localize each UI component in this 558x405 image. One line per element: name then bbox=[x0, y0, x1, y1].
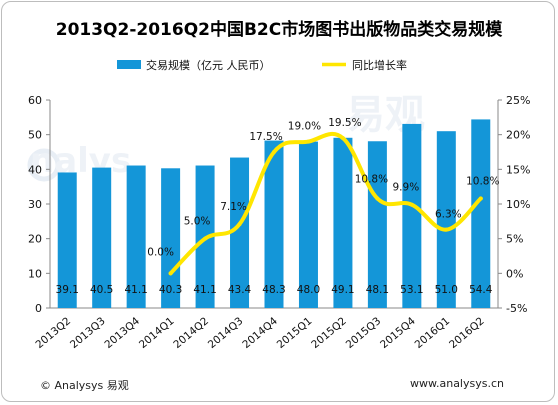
y-right-tick-label: 20% bbox=[506, 129, 530, 142]
growth-value-label: 5.0% bbox=[184, 216, 211, 228]
y-right-tick-label: -5% bbox=[506, 302, 527, 315]
x-tick-label: 2013Q2 bbox=[34, 315, 74, 351]
bar bbox=[471, 119, 491, 308]
growth-point bbox=[203, 236, 208, 241]
x-tick-label: 2015Q2 bbox=[309, 315, 349, 351]
bar bbox=[436, 131, 456, 308]
growth-value-label: 7.1% bbox=[220, 201, 247, 213]
growth-value-label: 10.8% bbox=[466, 175, 499, 187]
growth-value-label: 19.0% bbox=[288, 121, 321, 133]
bar bbox=[264, 140, 284, 308]
y-left-tick-label: 10 bbox=[28, 267, 42, 280]
x-tick-label: 2015Q3 bbox=[344, 315, 384, 351]
x-tick-label: 2013Q4 bbox=[102, 315, 142, 351]
bar bbox=[402, 123, 422, 308]
x-tick-label: 2013Q3 bbox=[68, 315, 108, 351]
bar bbox=[57, 172, 77, 308]
bar-value-label: 41.1 bbox=[193, 284, 216, 296]
y-right-tick-label: 0% bbox=[506, 267, 523, 280]
bar-value-label: 43.4 bbox=[228, 284, 252, 296]
growth-value-label: 0.0% bbox=[147, 246, 174, 258]
bar bbox=[126, 165, 146, 308]
bar-series bbox=[57, 119, 491, 308]
website-text: www.analysys.cn bbox=[410, 377, 504, 390]
watermark-logo-text: nalys bbox=[30, 141, 131, 181]
bar-value-label: 41.1 bbox=[124, 284, 147, 296]
y-left-tick-label: 40 bbox=[28, 163, 42, 176]
bar bbox=[230, 157, 250, 308]
line-series bbox=[168, 132, 483, 276]
growth-point bbox=[409, 202, 414, 207]
y-left-tick-label: 20 bbox=[28, 233, 42, 246]
x-tick-label: 2015Q1 bbox=[275, 315, 315, 351]
y-left-tick-label: 30 bbox=[28, 198, 42, 211]
bar-value-label: 48.1 bbox=[366, 284, 389, 296]
legend: 交易规模（亿元 人民币） 同比增长率 bbox=[117, 58, 407, 72]
x-tick-label: 2016Q1 bbox=[413, 315, 453, 351]
growth-point bbox=[237, 222, 242, 227]
bar-value-label: 54.4 bbox=[469, 284, 493, 296]
copyright-text: © Analysys 易观 bbox=[40, 379, 129, 392]
x-tick-label: 2014Q2 bbox=[171, 315, 211, 351]
growth-point bbox=[444, 227, 449, 232]
bar bbox=[161, 168, 181, 308]
y-right-tick-label: 5% bbox=[506, 233, 523, 246]
growth-line bbox=[168, 132, 483, 276]
y-right-tick-label: 10% bbox=[506, 198, 530, 211]
growth-value-label: 10.8% bbox=[355, 173, 388, 185]
growth-point bbox=[340, 136, 345, 141]
x-tick-label: 2016Q2 bbox=[447, 315, 487, 351]
y-right-tick-label: 15% bbox=[506, 163, 530, 176]
growth-point bbox=[272, 150, 276, 154]
y-right-tick-label: 25% bbox=[506, 94, 530, 107]
y-left-tick-label: 60 bbox=[28, 94, 42, 107]
growth-point bbox=[306, 139, 311, 144]
legend-bar-label: 交易规模（亿元 人民币） bbox=[146, 58, 271, 72]
watermark-logo-icon bbox=[27, 148, 61, 182]
bar-value-label: 39.1 bbox=[56, 284, 79, 296]
growth-point bbox=[375, 196, 380, 201]
bar-value-label: 49.1 bbox=[331, 284, 354, 296]
bar bbox=[367, 141, 387, 308]
growth-point bbox=[168, 271, 173, 276]
bar-value-label: 40.3 bbox=[159, 284, 182, 296]
bar-value-label: 40.5 bbox=[90, 284, 113, 296]
chart-title: 2013Q2-2016Q2中国B2C市场图书出版物品类交易规模 bbox=[55, 20, 503, 40]
growth-value-label: 9.9% bbox=[393, 182, 420, 194]
y-left-tick-label: 0 bbox=[35, 302, 42, 315]
legend-line-label: 同比增长率 bbox=[352, 58, 407, 72]
bar-value-label: 48.0 bbox=[297, 284, 320, 296]
growth-value-label: 17.5% bbox=[249, 131, 282, 143]
legend-bar-swatch bbox=[117, 60, 141, 69]
bar-value-label: 51.0 bbox=[435, 284, 458, 296]
bar bbox=[333, 137, 353, 308]
x-tick-label: 2014Q4 bbox=[240, 315, 280, 351]
x-tick-label: 2014Q1 bbox=[137, 315, 177, 351]
growth-value-label: 6.3% bbox=[435, 209, 462, 221]
bar bbox=[92, 167, 112, 308]
bar-value-label: 53.1 bbox=[400, 284, 423, 296]
y-left-tick-label: 50 bbox=[28, 129, 42, 142]
bar bbox=[298, 141, 318, 308]
bar-value-label: 48.3 bbox=[262, 284, 285, 296]
x-tick-label: 2014Q3 bbox=[206, 315, 246, 351]
data-labels: 39.1 40.5 41.1 40.3 41.1 43.4 48.3 48.0 49.1 48.1… bbox=[56, 117, 500, 296]
x-tick-label: 2015Q4 bbox=[378, 315, 418, 351]
growth-value-label: 19.5% bbox=[328, 117, 361, 129]
growth-point bbox=[478, 196, 483, 201]
